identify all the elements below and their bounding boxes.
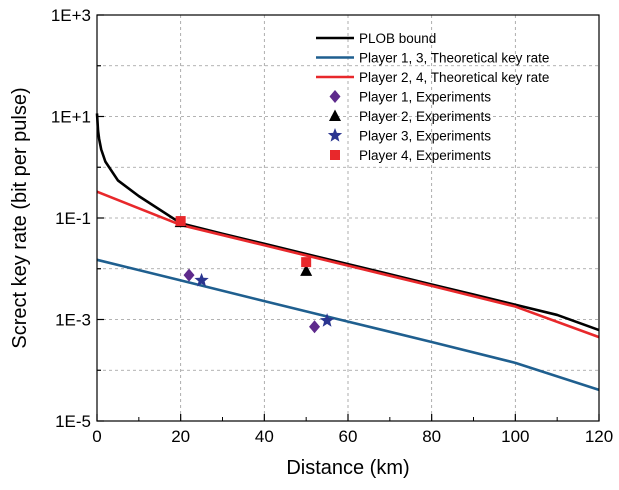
y-tick-label: 1E-5 xyxy=(55,412,91,431)
x-tick-labels: 0 20 40 60 80 100 120 xyxy=(92,427,613,446)
legend-item: Player 1, Experiments xyxy=(329,90,491,105)
legend-label: Player 1, Experiments xyxy=(359,90,491,105)
y-tick-labels: 1E-5 1E-3 1E-1 1E+1 1E+3 xyxy=(51,6,91,431)
legend-item: Player 4, Experiments xyxy=(330,148,491,163)
data-point-6-0 xyxy=(175,216,186,227)
legend-item: Player 3, Experiments xyxy=(327,128,491,144)
legend-marker xyxy=(329,90,341,103)
legend-label: Player 2, 4, Theoretical key rate xyxy=(359,70,549,85)
x-tick-label: 20 xyxy=(171,427,190,446)
legend-label: Player 4, Experiments xyxy=(359,148,491,163)
series-markers xyxy=(174,215,335,334)
x-tick-label: 40 xyxy=(255,427,274,446)
legend-label: PLOB bound xyxy=(359,31,436,46)
legend-item: PLOB bound xyxy=(316,31,436,46)
data-point-3-1 xyxy=(309,320,321,334)
series-line-1 xyxy=(96,258,600,392)
data-point-4-1 xyxy=(300,264,313,276)
legend-label: Player 1, 3, Theoretical key rate xyxy=(359,51,549,66)
grid-lines xyxy=(97,15,599,421)
data-point-6-1 xyxy=(301,257,312,268)
data-point-5-1 xyxy=(319,313,335,327)
legend-marker xyxy=(327,128,343,142)
legend-item: Player 1, 3, Theoretical key rate xyxy=(316,51,549,66)
y-tick-label: 1E-1 xyxy=(55,209,91,228)
data-point-5-0 xyxy=(194,272,209,287)
legend-marker xyxy=(329,109,341,121)
legend-label: Player 3, Experiments xyxy=(359,129,491,144)
data-point-3-0 xyxy=(183,268,195,282)
legend-label: Player 2, Experiments xyxy=(359,109,491,124)
legend: PLOB bound Player 1, 3, Theoretical key r… xyxy=(316,31,549,163)
x-tick-label: 0 xyxy=(92,427,101,446)
x-axis-label: Distance (km) xyxy=(286,457,409,479)
axis-ticks xyxy=(96,14,600,422)
x-tick-label: 100 xyxy=(501,427,529,446)
legend-item: Player 2, 4, Theoretical key rate xyxy=(316,70,549,85)
legend-item: Player 2, Experiments xyxy=(329,109,491,124)
x-tick-label: 60 xyxy=(339,427,358,446)
y-tick-label: 1E+1 xyxy=(51,108,91,127)
series-line-0 xyxy=(95,113,600,332)
x-tick-label: 80 xyxy=(422,427,441,446)
y-tick-label: 1E+3 xyxy=(51,6,91,25)
legend-marker xyxy=(330,150,340,160)
y-axis-label: Screct key rate (bit per pulse) xyxy=(9,87,31,348)
x-tick-label: 120 xyxy=(585,427,613,446)
y-tick-label: 1E-3 xyxy=(55,311,91,330)
